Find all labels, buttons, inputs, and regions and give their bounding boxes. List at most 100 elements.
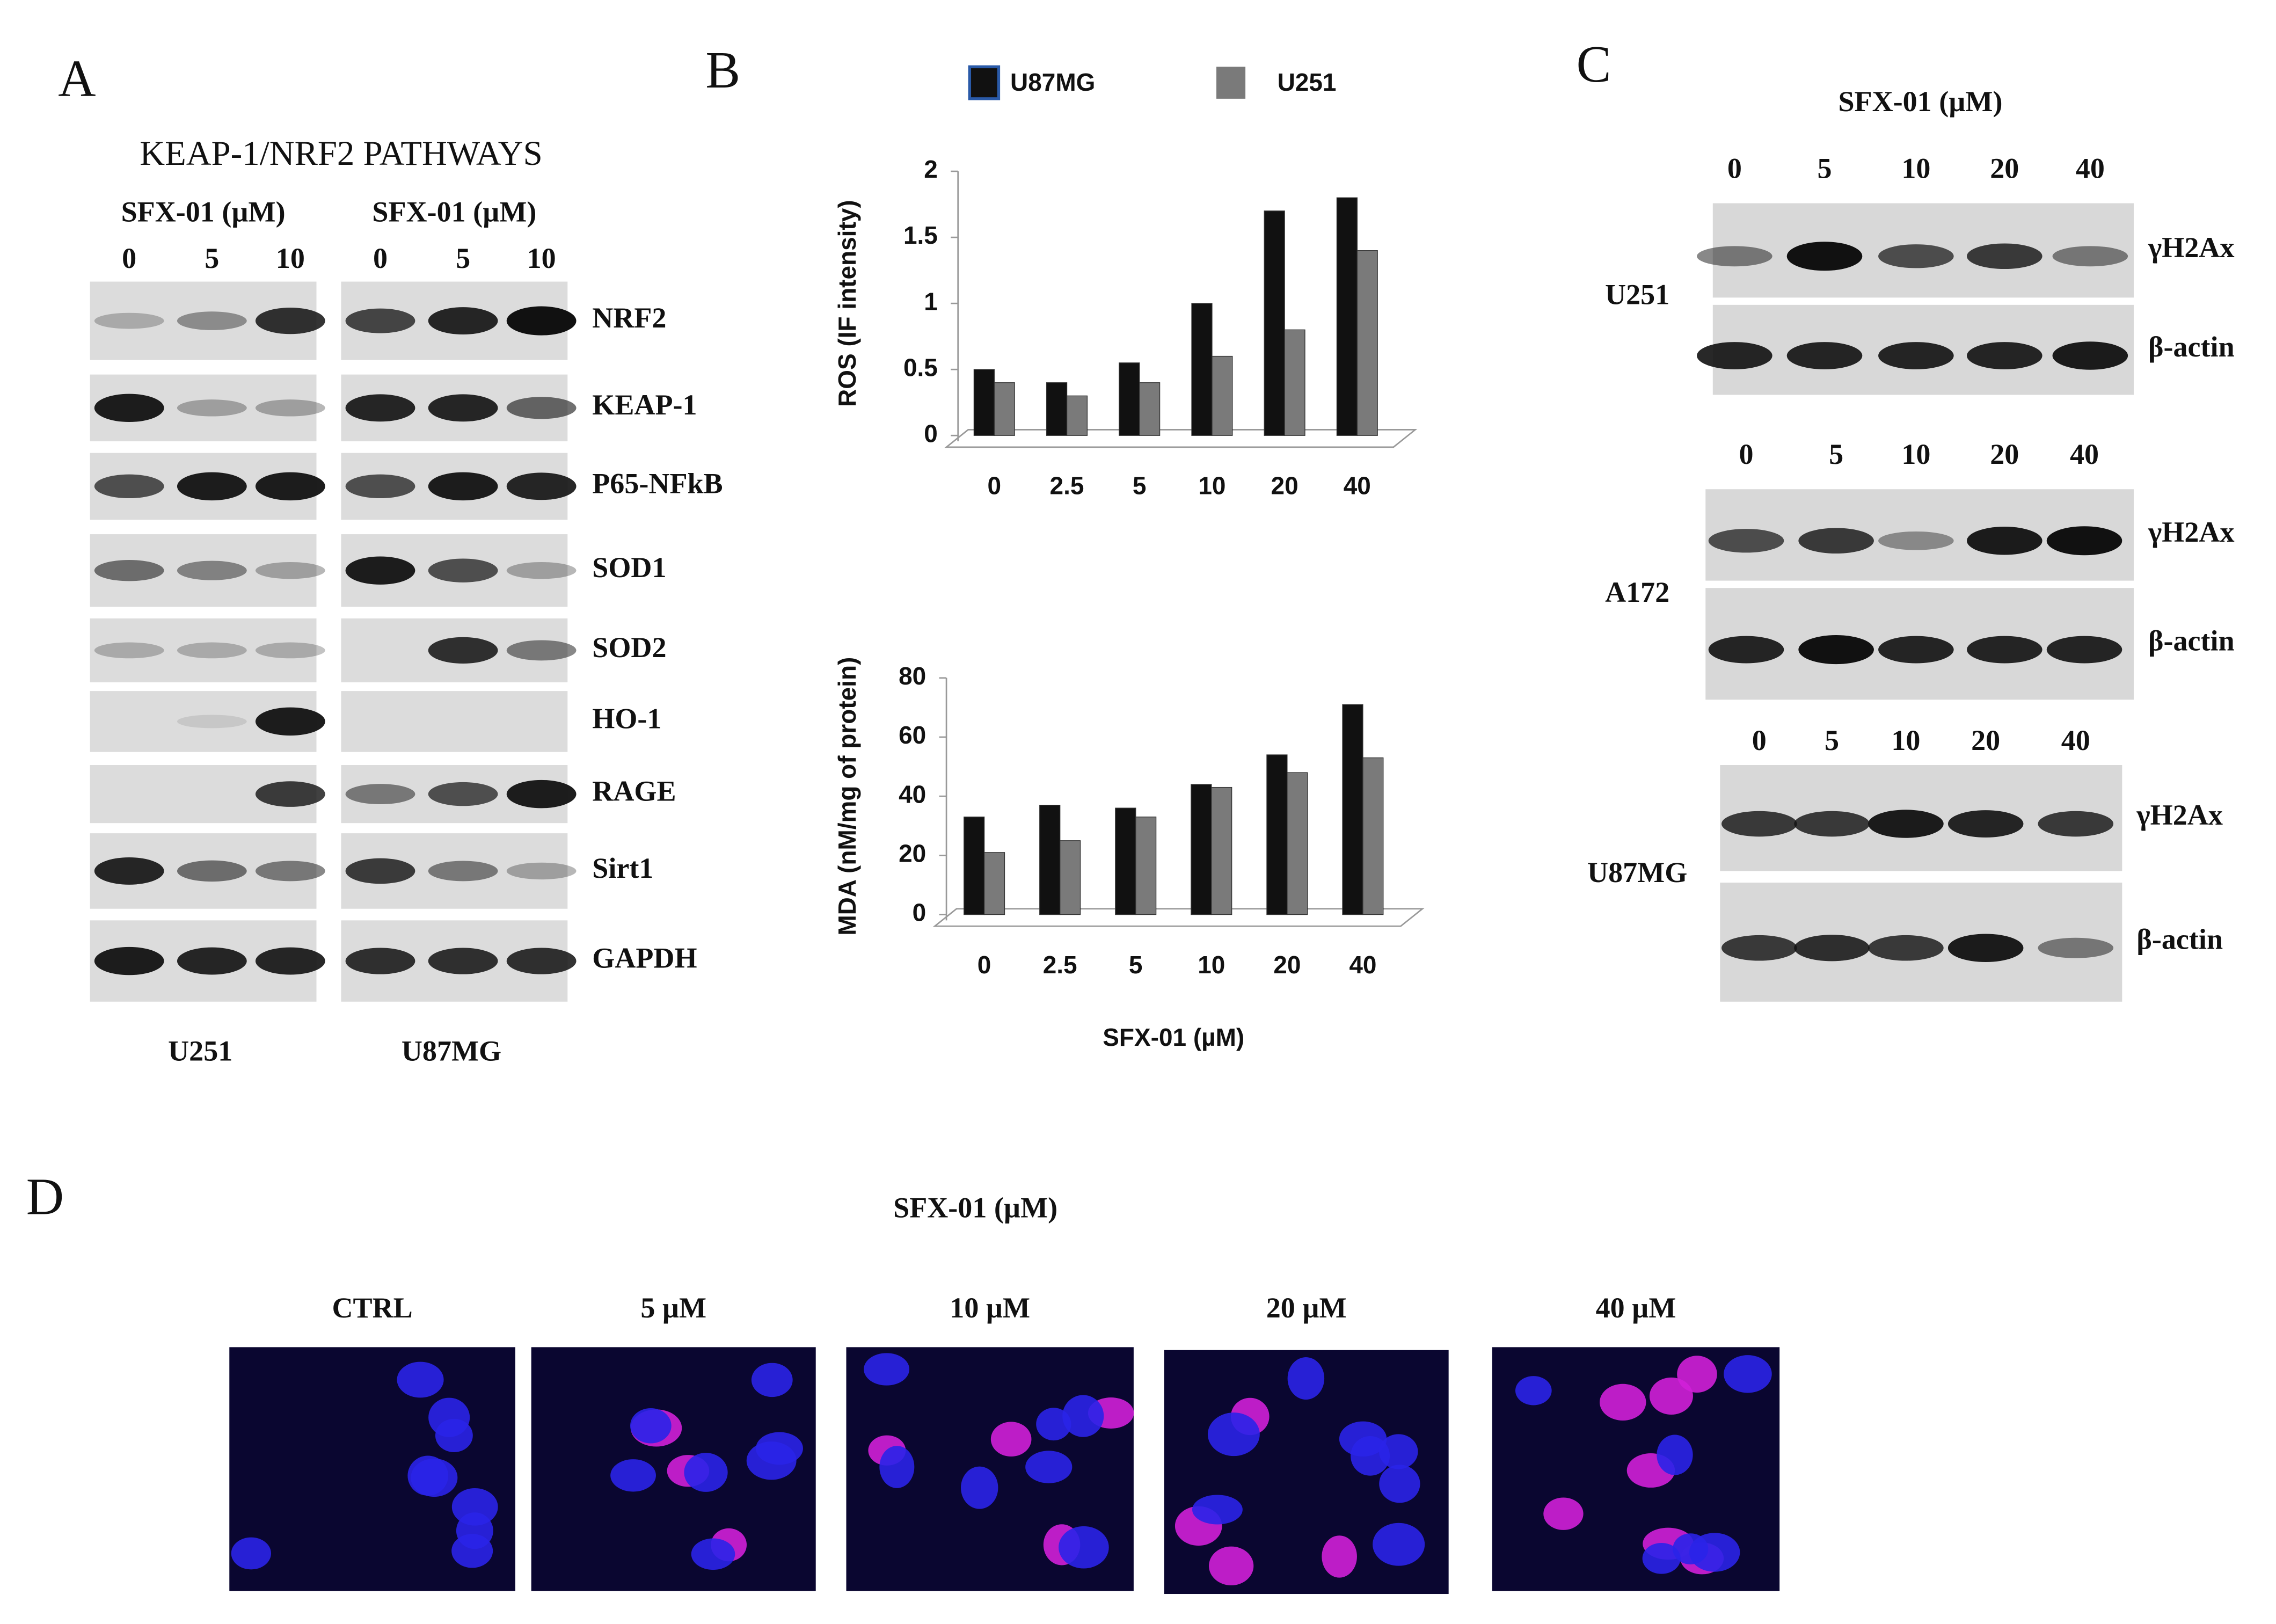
- band: [428, 472, 498, 501]
- image-label: 5 µM: [640, 1292, 706, 1324]
- band: [345, 394, 415, 422]
- band: [1878, 531, 1954, 550]
- protein-label: β-actin: [2148, 331, 2235, 363]
- band: [177, 715, 247, 729]
- lane-label: 5: [1817, 152, 1832, 184]
- band: [2046, 526, 2122, 556]
- lane-label: 0: [373, 242, 388, 274]
- band: [255, 472, 325, 501]
- x-tick-label: 0: [977, 951, 991, 979]
- nucleus: [1025, 1451, 1073, 1483]
- bar: [1284, 329, 1305, 436]
- band: [94, 946, 164, 975]
- image-label: 20 µM: [1266, 1292, 1347, 1324]
- x-tick-label: 2.5: [1043, 951, 1077, 979]
- band: [1878, 342, 1954, 369]
- band: [345, 858, 415, 884]
- nucleus: [1192, 1495, 1243, 1525]
- band: [255, 562, 325, 579]
- lane-label: 20: [1990, 152, 2019, 184]
- nucleus: [1600, 1383, 1646, 1421]
- band: [506, 472, 577, 500]
- band: [255, 399, 325, 417]
- y-tick-label: 20: [899, 839, 926, 867]
- band: [94, 642, 164, 659]
- band: [177, 472, 247, 501]
- bar: [1356, 250, 1378, 436]
- band: [1947, 810, 2024, 838]
- band: [255, 781, 325, 807]
- band: [2052, 246, 2128, 267]
- lane-label: 20: [1971, 724, 2000, 756]
- cell-line: U87MG: [1587, 856, 1687, 889]
- band: [177, 399, 247, 417]
- band: [1967, 243, 2042, 270]
- band: [1967, 636, 2042, 664]
- nucleus: [411, 1458, 458, 1497]
- lane-label: 10: [1901, 152, 1930, 184]
- cell-line: U251: [168, 1035, 232, 1067]
- band: [1794, 935, 1870, 962]
- nucleus: [1677, 1356, 1717, 1393]
- x-tick-label: 5: [1129, 951, 1143, 979]
- bar: [1191, 303, 1213, 436]
- band: [2052, 341, 2128, 370]
- legend-label: U87MG: [1010, 68, 1095, 96]
- band: [177, 947, 247, 975]
- bar: [1119, 362, 1140, 436]
- treatment-label: SFX-01 (µM): [893, 1192, 1057, 1224]
- treatment-label: SFX-01 (µM): [121, 196, 286, 228]
- nucleus: [691, 1538, 735, 1570]
- nucleus: [1207, 1412, 1260, 1456]
- band: [428, 394, 498, 422]
- nucleus: [1339, 1421, 1387, 1457]
- cell-line: U251: [1605, 279, 1669, 311]
- bar: [1212, 355, 1233, 436]
- band: [506, 397, 577, 419]
- bar: [1362, 757, 1384, 915]
- protein-label: γH2Ax: [2148, 231, 2235, 264]
- nucleus: [451, 1534, 493, 1568]
- lane-label: 40: [2061, 724, 2090, 756]
- protein-label: Sirt1: [592, 852, 653, 884]
- y-tick-label: 80: [899, 662, 926, 690]
- x-tick-label: 10: [1198, 472, 1225, 500]
- y-tick-label: 0: [924, 419, 938, 447]
- band: [506, 562, 577, 579]
- nucleus: [1724, 1355, 1772, 1393]
- y-axis-label: MDA (nM/mg of protein): [833, 657, 861, 936]
- nucleus: [1379, 1465, 1420, 1503]
- band: [1868, 935, 1944, 961]
- band: [428, 558, 498, 582]
- bar: [964, 817, 985, 915]
- band: [428, 861, 498, 882]
- band: [177, 311, 247, 330]
- band: [255, 307, 325, 334]
- band: [2038, 937, 2114, 958]
- x-tick-label: 2.5: [1050, 472, 1084, 500]
- nucleus: [1657, 1434, 1693, 1475]
- nucleus: [1209, 1546, 1254, 1586]
- band: [1878, 636, 1954, 664]
- lane-label: 5: [1829, 438, 1843, 470]
- protein-label: SOD1: [592, 551, 666, 584]
- legend-swatch: [1216, 67, 1246, 99]
- band: [1708, 636, 1784, 664]
- panel-label: A: [58, 50, 96, 108]
- protein-label: β-actin: [2136, 923, 2223, 955]
- bar: [1264, 210, 1285, 436]
- band: [255, 861, 325, 882]
- y-tick-label: 1.5: [903, 221, 938, 249]
- lane-label: 10: [527, 242, 556, 274]
- blot: [90, 618, 317, 682]
- nucleus: [1036, 1408, 1071, 1441]
- blot: [341, 691, 568, 752]
- bar: [1342, 704, 1363, 915]
- band: [1786, 342, 1863, 369]
- band: [94, 312, 164, 329]
- band: [94, 559, 164, 581]
- nucleus: [231, 1537, 272, 1570]
- nucleus: [451, 1488, 498, 1526]
- protein-label: P65-NFkB: [592, 467, 723, 499]
- protein-label: RAGE: [592, 775, 676, 807]
